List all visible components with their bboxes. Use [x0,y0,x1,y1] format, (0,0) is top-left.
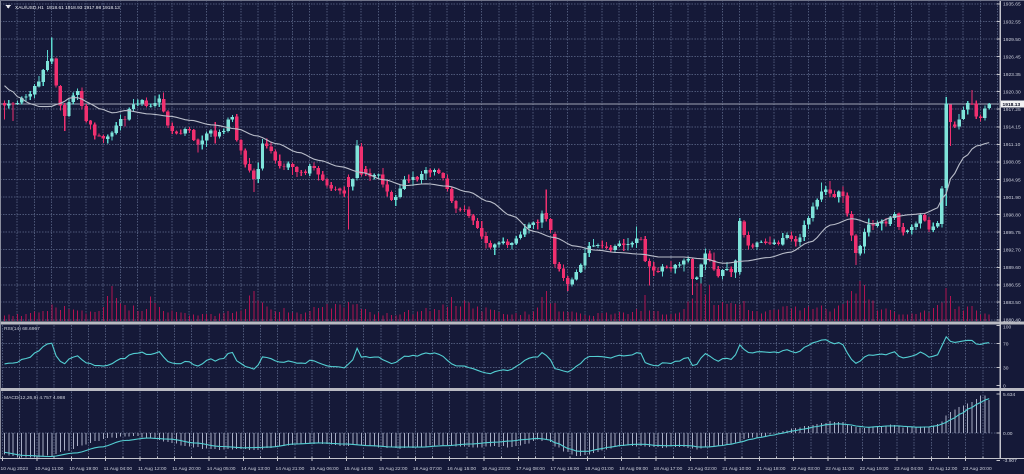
svg-text:1926.45: 1926.45 [1003,54,1021,60]
svg-text:0.00: 0.00 [1003,431,1013,437]
svg-text:17 Aug 08:00: 17 Aug 08:00 [516,466,545,472]
svg-text:10 Aug 19:00: 10 Aug 19:00 [69,466,98,472]
svg-text:1935.65: 1935.65 [1003,2,1021,8]
svg-text:15 Aug 06:00: 15 Aug 06:00 [310,466,339,472]
svg-text:1904.95: 1904.95 [1003,177,1021,183]
svg-text:16 Aug 07:00: 16 Aug 07:00 [413,466,442,472]
svg-text:1892.70: 1892.70 [1003,247,1021,253]
svg-text:22 Aug 19:00: 22 Aug 19:00 [860,466,889,472]
svg-text:1901.90: 1901.90 [1003,195,1021,201]
svg-text:1886.55: 1886.55 [1003,283,1021,289]
svg-text:RSI(14) 68.6967: RSI(14) 68.6967 [4,326,40,332]
svg-text:18 Aug 17:00: 18 Aug 17:00 [654,466,683,472]
svg-text:11 Aug 20:00: 11 Aug 20:00 [172,466,201,472]
svg-text:14 Aug 13:00: 14 Aug 13:00 [241,466,270,472]
svg-text:XAU/USD,H1 1918.61 1918.93 19: XAU/USD,H1 1918.61 1918.93 1917.98 1918.… [15,5,120,11]
svg-text:17 Aug 16:00: 17 Aug 16:00 [550,466,579,472]
svg-text:1929.50: 1929.50 [1003,37,1021,43]
svg-text:70: 70 [1003,341,1009,347]
svg-text:1911.10: 1911.10 [1003,142,1021,148]
svg-text:18 Aug 09:00: 18 Aug 09:00 [619,466,648,472]
svg-text:14 Aug 05:00: 14 Aug 05:00 [207,466,236,472]
svg-text:21 Aug 10:00: 21 Aug 10:00 [722,466,751,472]
svg-text:0: 0 [1003,383,1006,389]
svg-text:11 Aug 12:00: 11 Aug 12:00 [138,466,167,472]
svg-text:23 Aug 04:00: 23 Aug 04:00 [894,466,923,472]
svg-text:10 Aug 2023: 10 Aug 2023 [1,466,29,472]
svg-text:16 Aug 23:00: 16 Aug 23:00 [482,466,511,472]
svg-text:23 Aug 20:00: 23 Aug 20:00 [963,466,992,472]
svg-text:-3.907: -3.907 [1003,458,1017,464]
svg-text:1917.25: 1917.25 [1003,107,1021,113]
svg-text:21 Aug 18:00: 21 Aug 18:00 [757,466,786,472]
svg-text:18 Aug 01:00: 18 Aug 01:00 [585,466,614,472]
svg-text:1923.35: 1923.35 [1003,72,1021,78]
svg-text:1908.05: 1908.05 [1003,160,1021,166]
svg-text:1918.13: 1918.13 [1003,102,1021,108]
svg-text:1880.40: 1880.40 [1003,318,1021,324]
svg-text:1920.30: 1920.30 [1003,90,1021,96]
svg-text:1898.80: 1898.80 [1003,213,1021,219]
svg-text:1895.75: 1895.75 [1003,230,1021,236]
svg-text:22 Aug 03:00: 22 Aug 03:00 [791,466,820,472]
svg-text:21 Aug 02:00: 21 Aug 02:00 [688,466,717,472]
svg-text:15 Aug 14:00: 15 Aug 14:00 [344,466,373,472]
svg-text:1883.50: 1883.50 [1003,300,1021,306]
svg-text:5.634: 5.634 [1003,392,1016,398]
svg-text:1889.60: 1889.60 [1003,265,1021,271]
svg-text:1914.15: 1914.15 [1003,125,1021,131]
svg-text:MACD(12,26,9) 4.757 4.988: MACD(12,26,9) 4.757 4.988 [4,395,65,401]
svg-text:1932.55: 1932.55 [1003,19,1021,25]
svg-text:11 Aug 04:00: 11 Aug 04:00 [104,466,133,472]
svg-text:30: 30 [1003,365,1009,371]
svg-text:14 Aug 21:00: 14 Aug 21:00 [276,466,305,472]
svg-text:15 Aug 22:00: 15 Aug 22:00 [379,466,408,472]
svg-text:10 Aug 11:00: 10 Aug 11:00 [35,466,64,472]
svg-text:23 Aug 12:00: 23 Aug 12:00 [929,466,958,472]
svg-text:16 Aug 15:00: 16 Aug 15:00 [447,466,476,472]
svg-text:22 Aug 11:00: 22 Aug 11:00 [825,466,854,472]
svg-text:100: 100 [1003,324,1011,330]
